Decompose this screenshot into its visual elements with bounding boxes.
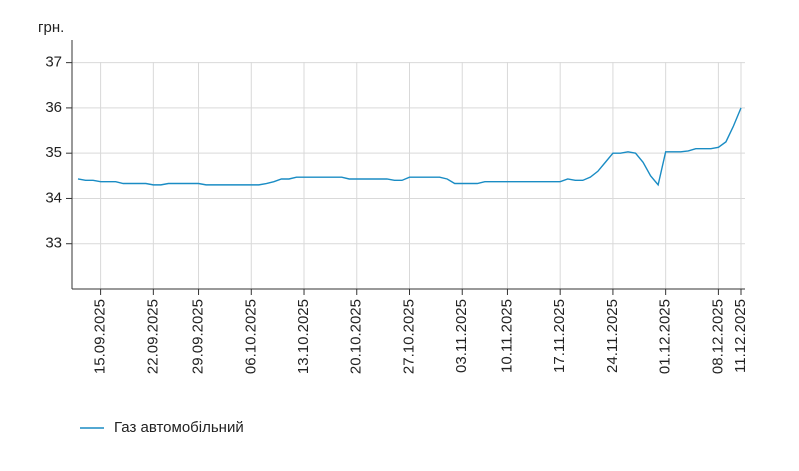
x-tick-label: 22.09.2025 xyxy=(144,299,161,374)
y-tick-label: 35 xyxy=(45,144,62,161)
x-tick-label: 01.12.2025 xyxy=(657,299,674,374)
x-tick-label: 15.09.2025 xyxy=(92,299,109,374)
x-tick-label: 11.12.2025 xyxy=(732,299,749,373)
x-tick-label: 08.12.2025 xyxy=(709,299,726,374)
y-tick-label: 36 xyxy=(45,99,62,116)
legend-label: Газ автомобільний xyxy=(114,419,244,436)
y-axis-label: грн. xyxy=(38,19,64,36)
x-tick-label: 13.10.2025 xyxy=(295,299,312,374)
x-tick-label: 03.11.2025 xyxy=(453,299,470,373)
x-tick-label: 29.09.2025 xyxy=(190,299,207,374)
x-tick-label: 24.11.2025 xyxy=(604,299,621,373)
x-tick-label: 06.10.2025 xyxy=(242,299,259,374)
x-tick-label: 17.11.2025 xyxy=(551,299,568,373)
x-tick-label: 10.11.2025 xyxy=(498,299,515,373)
y-tick-label: 34 xyxy=(45,189,62,206)
x-tick-label: 20.10.2025 xyxy=(348,299,365,374)
series-line xyxy=(77,107,742,187)
x-tick-label: 27.10.2025 xyxy=(400,299,417,374)
y-tick-label: 37 xyxy=(45,54,62,71)
y-tick-label: 33 xyxy=(45,235,62,252)
